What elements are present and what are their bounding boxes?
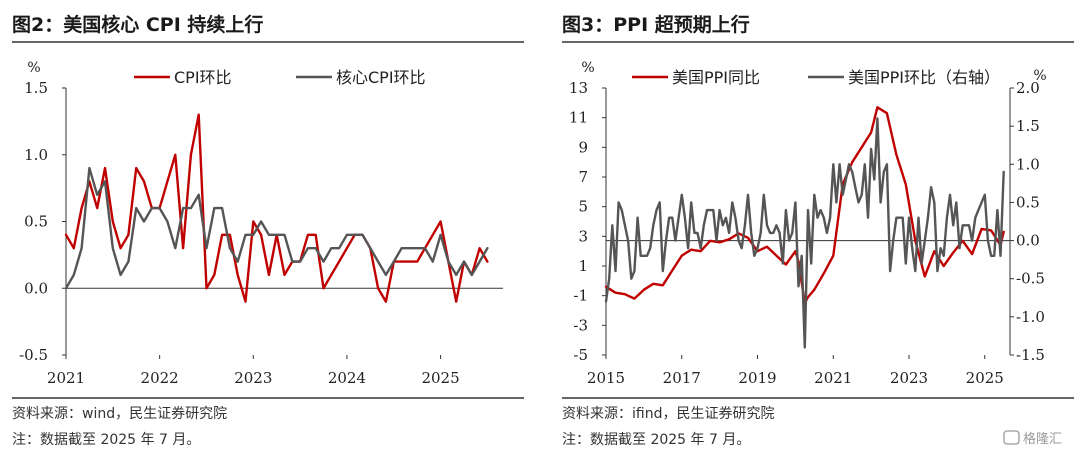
y2-tick-label: 0.0 [1016, 232, 1040, 250]
y2-tick-label: -1.0 [1016, 308, 1045, 326]
watermark-icon [1003, 430, 1020, 445]
x-tick-label: 2025 [421, 369, 459, 387]
cpi-series-1-line [64, 113, 489, 303]
left-chart: % 1.5 1.0 0.5 0.0 -0.5 2021 2022 2023 2024 2025 CPI… [19, 60, 503, 387]
y2-unit-label: % [1033, 68, 1046, 84]
y-tick-label: 7 [578, 168, 588, 186]
legend-label-2: 核心CPI环比 [336, 68, 426, 87]
left-chart-title: 图2：美国核心 CPI 持续上行 [12, 13, 263, 36]
cpi-series-2-line [64, 166, 489, 290]
x-tick-label: 2021 [47, 369, 85, 387]
y-tick-label: 1.5 [24, 79, 48, 97]
x-tick-label: 2023 [890, 369, 928, 387]
left-date-note: 注：数据截至 2025 年 7 月。 [12, 432, 200, 448]
x-tick-label: 2023 [234, 369, 272, 387]
ppi-series-2-line [604, 117, 1005, 349]
legend-label-1: CPI环比 [174, 68, 232, 87]
x-tick-label: 2024 [328, 369, 366, 387]
watermark-text: 格隆汇 [1023, 431, 1062, 447]
right-date-note: 注：数据截至 2025 年 7 月。 [562, 432, 750, 448]
y2-tick-label: 1.0 [1016, 155, 1040, 173]
x-tick-label: 2017 [663, 369, 701, 387]
right-chart: % % 13 11 9 7 5 3 1 -1 -3 -5 2.0 1.5 1.0 0.5 0.0 -0.5 -1.0… [569, 60, 1047, 387]
x-tick-label: 2019 [738, 369, 776, 387]
y-tick-label: 1.0 [24, 146, 48, 164]
ppi-series-1-line [604, 106, 1005, 305]
y-tick-label: 9 [578, 138, 588, 156]
y2-tick-label: 1.5 [1016, 117, 1040, 135]
y-tick-label: 13 [569, 79, 588, 97]
y-unit-label: % [27, 60, 40, 76]
left-source-note: 资料来源：wind，民生证券研究院 [12, 406, 227, 422]
right-source-note: 资料来源：ifind，民生证券研究院 [562, 406, 774, 422]
y2-tick-label: -0.5 [1016, 270, 1045, 288]
y-tick-label: 3 [578, 227, 588, 245]
right-chart-title: 图3：PPI 超预期上行 [562, 13, 750, 36]
y-unit-label: % [581, 60, 594, 76]
y-tick-label: 5 [578, 198, 588, 216]
y-tick-label: 0.5 [24, 213, 48, 231]
y-tick-label: -1 [573, 287, 588, 305]
watermark-logo: 格隆汇 [1003, 430, 1062, 447]
y-tick-label: -3 [573, 316, 588, 334]
y-tick-label: 0.0 [24, 279, 48, 297]
x-tick-label: 2025 [966, 369, 1004, 387]
y-tick-label: 11 [569, 109, 588, 127]
y-tick-label: -5 [573, 346, 588, 364]
y-tick-label: 1 [578, 257, 588, 275]
legend-label-1: 美国PPI同比 [672, 68, 760, 87]
legend-label-2: 美国PPI环比（右轴） [848, 68, 1000, 87]
x-tick-label: 2022 [141, 369, 179, 387]
y-tick-label: -0.5 [19, 346, 48, 364]
y2-tick-label: 2.0 [1016, 79, 1040, 97]
x-tick-label: 2015 [587, 369, 625, 387]
y2-tick-label: -1.5 [1016, 346, 1045, 364]
y2-tick-label: 0.5 [1016, 193, 1040, 211]
x-tick-label: 2021 [814, 369, 852, 387]
